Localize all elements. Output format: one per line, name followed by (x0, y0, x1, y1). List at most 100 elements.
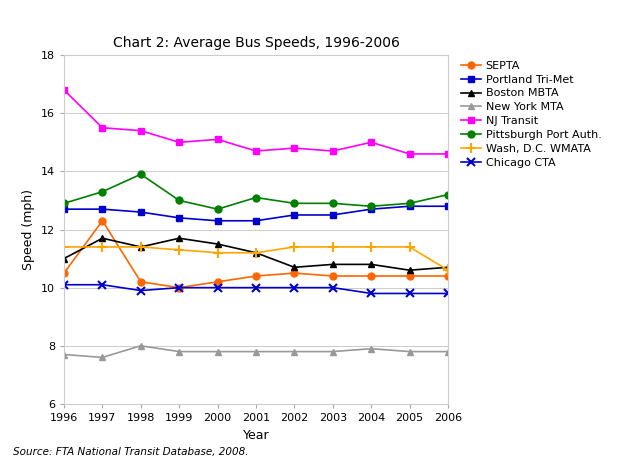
New York MTA (252, 349, 260, 354)
Boston MBTA (252, 250, 260, 256)
SEPTA (291, 270, 298, 276)
NJ Transit (137, 128, 145, 134)
Pittsburgh Port Auth. (367, 203, 375, 209)
Boston MBTA (444, 264, 452, 270)
NJ Transit (99, 125, 106, 130)
Boston MBTA (291, 264, 298, 270)
Text: Source: FTA National Transit Database, 2008.: Source: FTA National Transit Database, 2… (13, 447, 248, 457)
Chicago CTA (175, 285, 183, 291)
Title: Chart 2: Average Bus Speeds, 1996-2006: Chart 2: Average Bus Speeds, 1996-2006 (113, 36, 399, 50)
Wash, D.C. WMATA (291, 244, 298, 250)
Wash, D.C. WMATA (137, 244, 145, 250)
Wash, D.C. WMATA (99, 244, 106, 250)
Portland Tri-Met (367, 207, 375, 212)
Boston MBTA (60, 256, 68, 261)
Boston MBTA (137, 244, 145, 250)
NJ Transit (214, 137, 221, 142)
Wash, D.C. WMATA (406, 244, 413, 250)
Chicago CTA (444, 291, 452, 296)
Pittsburgh Port Auth. (175, 198, 183, 203)
Legend: SEPTA, Portland Tri-Met, Boston MBTA, New York MTA, NJ Transit, Pittsburgh Port : SEPTA, Portland Tri-Met, Boston MBTA, Ne… (461, 61, 602, 168)
Boston MBTA (329, 262, 337, 267)
Boston MBTA (214, 241, 221, 247)
Line: SEPTA: SEPTA (61, 217, 451, 291)
Chicago CTA (367, 291, 375, 296)
Portland Tri-Met (329, 212, 337, 218)
NJ Transit (252, 148, 260, 154)
Boston MBTA (367, 262, 375, 267)
SEPTA (329, 273, 337, 279)
Portland Tri-Met (444, 203, 452, 209)
Wash, D.C. WMATA (252, 250, 260, 256)
Pittsburgh Port Auth. (444, 192, 452, 197)
NJ Transit (367, 140, 375, 145)
New York MTA (329, 349, 337, 354)
New York MTA (214, 349, 221, 354)
Line: Pittsburgh Port Auth.: Pittsburgh Port Auth. (61, 171, 451, 213)
Chicago CTA (252, 285, 260, 291)
Portland Tri-Met (214, 218, 221, 224)
SEPTA (252, 273, 260, 279)
NJ Transit (444, 151, 452, 157)
New York MTA (367, 346, 375, 352)
Pittsburgh Port Auth. (99, 189, 106, 195)
Line: Wash, D.C. WMATA: Wash, D.C. WMATA (59, 242, 453, 275)
Line: New York MTA: New York MTA (61, 342, 451, 361)
NJ Transit (291, 146, 298, 151)
Boston MBTA (99, 235, 106, 241)
SEPTA (137, 279, 145, 285)
Chicago CTA (214, 285, 221, 291)
Line: Portland Tri-Met: Portland Tri-Met (61, 203, 451, 224)
Chicago CTA (60, 282, 68, 287)
Portland Tri-Met (406, 203, 413, 209)
X-axis label: Year: Year (243, 429, 269, 442)
Chicago CTA (137, 288, 145, 293)
Portland Tri-Met (252, 218, 260, 224)
Wash, D.C. WMATA (444, 268, 452, 273)
Wash, D.C. WMATA (329, 244, 337, 250)
SEPTA (99, 218, 106, 224)
Pittsburgh Port Auth. (60, 201, 68, 206)
New York MTA (175, 349, 183, 354)
Line: Chicago CTA: Chicago CTA (60, 280, 452, 297)
SEPTA (406, 273, 413, 279)
Wash, D.C. WMATA (60, 244, 68, 250)
Line: NJ Transit: NJ Transit (61, 86, 451, 157)
Boston MBTA (175, 235, 183, 241)
Chicago CTA (99, 282, 106, 287)
NJ Transit (406, 151, 413, 157)
Portland Tri-Met (137, 209, 145, 215)
SEPTA (60, 270, 68, 276)
New York MTA (99, 355, 106, 360)
Wash, D.C. WMATA (175, 247, 183, 252)
NJ Transit (60, 87, 68, 93)
SEPTA (214, 279, 221, 285)
Wash, D.C. WMATA (214, 250, 221, 256)
Chicago CTA (329, 285, 337, 291)
New York MTA (60, 352, 68, 357)
Pittsburgh Port Auth. (406, 201, 413, 206)
Pittsburgh Port Auth. (214, 207, 221, 212)
Pittsburgh Port Auth. (291, 201, 298, 206)
SEPTA (367, 273, 375, 279)
New York MTA (137, 343, 145, 348)
Portland Tri-Met (175, 215, 183, 221)
SEPTA (444, 273, 452, 279)
SEPTA (175, 285, 183, 291)
New York MTA (406, 349, 413, 354)
Boston MBTA (406, 268, 413, 273)
Portland Tri-Met (99, 207, 106, 212)
Line: Boston MBTA: Boston MBTA (61, 235, 451, 274)
Wash, D.C. WMATA (367, 244, 375, 250)
Chicago CTA (291, 285, 298, 291)
NJ Transit (329, 148, 337, 154)
Portland Tri-Met (291, 212, 298, 218)
Pittsburgh Port Auth. (252, 195, 260, 200)
Pittsburgh Port Auth. (329, 201, 337, 206)
NJ Transit (175, 140, 183, 145)
Y-axis label: Speed (mph): Speed (mph) (22, 189, 35, 270)
New York MTA (444, 349, 452, 354)
New York MTA (291, 349, 298, 354)
Chicago CTA (406, 291, 413, 296)
Pittsburgh Port Auth. (137, 172, 145, 177)
